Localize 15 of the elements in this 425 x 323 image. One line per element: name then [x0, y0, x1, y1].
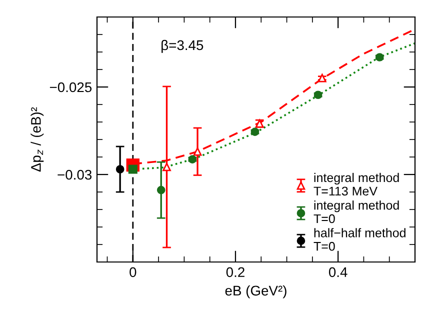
x-tick-label: 0.4 — [328, 267, 348, 278]
y-axis-title: Δp$_{z}$ / (eB)² — [30, 107, 44, 172]
point — [116, 165, 124, 174]
point — [193, 147, 202, 156]
point — [156, 186, 166, 194]
y-tick-label: −0.03 — [58, 170, 92, 180]
annotation: β=3.45 — [162, 40, 204, 53]
x-tick-label: 0 — [130, 267, 136, 278]
y-tick-label: −0.025 — [50, 82, 92, 92]
x-axis-title: eB (GeV²) — [225, 285, 286, 298]
x-tick-label: 0.2 — [226, 267, 244, 278]
point — [318, 74, 326, 82]
legend-label: half−half method T=0 — [314, 228, 406, 251]
point — [314, 90, 322, 100]
point — [162, 162, 171, 172]
